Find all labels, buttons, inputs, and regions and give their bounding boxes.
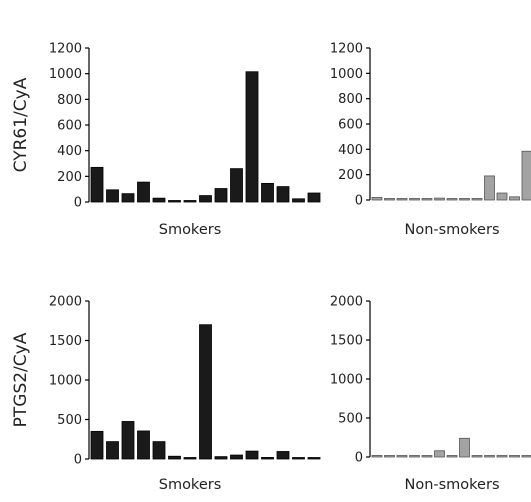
y-tick-label: 800 [338, 92, 363, 107]
y-tick-label: 1500 [49, 334, 82, 349]
bar [152, 441, 166, 460]
bar [214, 188, 228, 203]
bar [137, 181, 150, 203]
y-tick-label: 2000 [49, 295, 82, 310]
bar [521, 455, 531, 458]
bar [261, 457, 274, 460]
y-tick-label: 1500 [330, 334, 363, 349]
bar [509, 196, 520, 201]
bar [168, 455, 181, 460]
bar [106, 189, 119, 203]
bar [396, 198, 408, 201]
panel-ptgs2-smokers: PTGS2/CyA Smokers 0 500 1000 1500 2000 [11, 295, 321, 493]
bar [446, 198, 458, 201]
bar [371, 197, 383, 201]
bar [214, 456, 228, 460]
y-tick-label: 1000 [330, 373, 363, 388]
bar [261, 182, 274, 203]
y-tick-label: 600 [57, 119, 82, 134]
y-tick-label: 200 [338, 168, 363, 183]
x-axis-label: Smokers [159, 222, 222, 238]
bar [421, 455, 433, 458]
bar [496, 455, 508, 458]
y-tick-label: 400 [57, 144, 82, 159]
bar [509, 455, 520, 458]
x-axis-label: Non-smokers [404, 222, 499, 238]
x-axis-label: Non-smokers [404, 477, 499, 493]
bar [459, 437, 470, 458]
bar [484, 175, 495, 201]
bar [484, 455, 495, 458]
y-tick-label: 500 [338, 412, 363, 427]
bar [168, 200, 181, 203]
y-tick-label: 600 [338, 118, 363, 133]
y-tick-label: 1000 [49, 374, 82, 389]
y-tick-label: 1000 [330, 67, 363, 82]
y-tick-label: 200 [57, 170, 82, 185]
bar [245, 71, 259, 203]
bar [434, 197, 445, 201]
bar [276, 186, 290, 203]
y-axis-label: PTGS2/CyA [11, 332, 31, 427]
bar [292, 457, 305, 460]
bar [384, 455, 395, 458]
y-tick-label: 0 [74, 453, 82, 468]
bar [106, 441, 119, 460]
bar [371, 455, 383, 458]
y-tick-label: 0 [74, 196, 82, 211]
bar [121, 421, 135, 460]
bar [471, 455, 483, 458]
x-axis-label: Smokers [159, 477, 222, 493]
y-tick-label: 1200 [330, 42, 363, 57]
panel-ptgs2-non-smokers: Non-smokers 0 500 1000 1500 2000 [330, 295, 531, 493]
y-tick-label: 800 [57, 93, 82, 108]
y-axis-label: CYR61/CyA [11, 77, 31, 172]
bar [121, 193, 135, 203]
bar [90, 430, 104, 460]
bar [137, 430, 150, 460]
panel-cyr61-smokers: CYR61/CyA Smokers 0 200 400 600 800 1000 1200 [11, 42, 321, 238]
bar [307, 192, 321, 203]
panel-cyr61-non-smokers: Non-smokers 0 200 400 600 800 1000 1200 [330, 42, 531, 238]
bar [183, 200, 197, 203]
bar [307, 457, 321, 460]
bar [276, 451, 290, 460]
bar [199, 195, 212, 203]
bar [384, 198, 395, 201]
bar [496, 192, 508, 201]
bar [446, 455, 458, 458]
y-tick-label: 1200 [49, 42, 82, 57]
y-tick-label: 500 [57, 413, 82, 428]
bar [292, 198, 305, 203]
y-tick-label: 1000 [49, 67, 82, 82]
bar [183, 457, 197, 460]
y-tick-label: 0 [355, 451, 363, 466]
bar [409, 455, 420, 458]
y-tick-label: 400 [338, 143, 363, 158]
bar [459, 198, 470, 201]
bar [230, 454, 243, 460]
bar [434, 450, 445, 458]
bar [230, 168, 243, 203]
y-tick-label: 0 [355, 194, 363, 209]
bar [199, 324, 212, 460]
bar [409, 198, 420, 201]
y-tick-label: 2000 [330, 295, 363, 310]
bar [152, 197, 166, 203]
bar [396, 455, 408, 458]
bar [421, 198, 433, 201]
bar [245, 450, 259, 460]
bar [521, 150, 531, 201]
bar [90, 166, 104, 203]
bar [471, 198, 483, 201]
